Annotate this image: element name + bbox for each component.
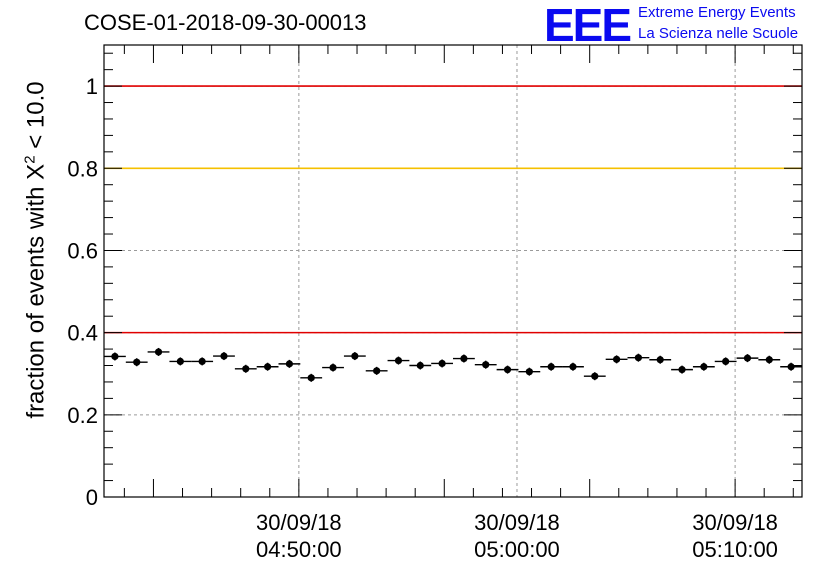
data-point	[104, 352, 126, 361]
data-point-marker	[700, 363, 708, 371]
y-axis-label-sup: 2	[21, 155, 39, 164]
chart-title: COSE-01-2018-09-30-00013	[84, 10, 367, 35]
axis-tick-labels: 00.20.40.60.8130/09/1804:50:0030/09/1805…	[67, 74, 778, 562]
data-point-marker	[176, 357, 184, 365]
data-point	[147, 347, 170, 356]
data-point-marker	[460, 354, 468, 363]
data-point	[343, 352, 366, 361]
y-tick-label: 1	[86, 74, 98, 99]
data-point-marker	[394, 356, 403, 365]
data-point	[583, 372, 606, 381]
data-point-marker	[547, 363, 555, 371]
data-point-marker	[307, 374, 315, 382]
data-point-marker	[503, 366, 512, 374]
data-point-marker	[329, 363, 337, 372]
x-tick-label-date: 30/09/18	[474, 510, 560, 535]
data-point-marker	[612, 355, 621, 363]
x-tick-label-time: 05:10:00	[692, 537, 778, 562]
data-point	[234, 364, 257, 373]
data-point-marker	[154, 348, 163, 356]
data-point-marker	[263, 363, 272, 371]
data-point	[540, 362, 563, 371]
logo-mark: EEE	[544, 0, 632, 51]
data-point-marker	[133, 358, 141, 366]
data-point	[387, 356, 410, 365]
data-point-marker	[743, 354, 752, 362]
y-axis-label-prefix: fraction of events with	[22, 179, 50, 419]
axis-ticks	[104, 45, 802, 498]
data-point	[649, 355, 672, 364]
eee-logo: EEE Extreme Energy Events La Scienza nel…	[540, 0, 830, 51]
data-point	[605, 355, 628, 364]
data-point-marker	[722, 357, 730, 365]
y-tick-label: 0.6	[67, 238, 98, 263]
data-point-marker	[482, 361, 490, 369]
data-point	[714, 357, 737, 366]
reference-lines	[104, 85, 802, 334]
data-point-marker	[416, 361, 424, 370]
data-point	[365, 366, 388, 375]
data-point	[300, 373, 323, 382]
data-point	[692, 362, 715, 371]
y-tick-label: 0.4	[67, 321, 98, 346]
data-point-marker	[198, 357, 206, 365]
data-point	[256, 362, 279, 371]
y-tick-label: 0.2	[67, 403, 98, 428]
x-tick-label-date: 30/09/18	[692, 510, 778, 535]
y-tick-label: 0	[86, 485, 98, 510]
data-point-marker	[765, 356, 773, 364]
y-axis-label: fraction of events with X2 < 10.0	[22, 81, 51, 418]
data-point-marker	[111, 352, 119, 361]
data-point	[409, 361, 432, 370]
data-point-marker	[591, 372, 599, 380]
data-point-marker	[678, 366, 686, 374]
y-axis-label-suffix: < 10.0	[22, 81, 50, 156]
data-point	[627, 353, 650, 362]
logo-line-2: La Scienza nelle Scuole	[638, 25, 799, 42]
x-tick-label-time: 04:50:00	[256, 537, 342, 562]
data-point-marker	[656, 356, 664, 364]
y-tick-label: 0.8	[67, 156, 98, 181]
data-point	[322, 363, 344, 372]
data-point	[562, 362, 584, 371]
data-point	[453, 354, 475, 363]
data-point-marker	[242, 365, 250, 373]
data-point-marker	[787, 363, 795, 371]
data-point	[125, 358, 148, 367]
data-point	[496, 365, 519, 374]
data-point-marker	[351, 352, 359, 360]
grid-layer	[104, 45, 802, 497]
data-point-marker	[220, 352, 228, 360]
y-axis-label-symbol: X	[22, 163, 50, 180]
logo-line-1: Extreme Energy Events	[638, 4, 796, 21]
x-tick-label-date: 30/09/18	[256, 510, 342, 535]
data-point	[169, 357, 192, 366]
x-tick-label-time: 05:00:00	[474, 537, 560, 562]
data-point-marker	[569, 363, 577, 371]
data-point	[758, 355, 781, 364]
data-point	[191, 357, 214, 366]
data-point	[736, 354, 759, 363]
data-point-marker	[634, 354, 643, 362]
data-point	[474, 360, 497, 369]
data-point-marker	[373, 367, 381, 375]
data-point	[431, 359, 453, 368]
data-point	[671, 365, 693, 374]
data-point-marker	[285, 360, 294, 368]
data-point-marker	[525, 368, 533, 376]
data-point	[213, 352, 235, 361]
data-point	[518, 367, 541, 376]
data-point	[278, 359, 301, 368]
plot-frame	[103, 44, 803, 498]
data-point-marker	[438, 359, 446, 368]
data-points	[104, 347, 802, 382]
data-point	[780, 362, 802, 371]
